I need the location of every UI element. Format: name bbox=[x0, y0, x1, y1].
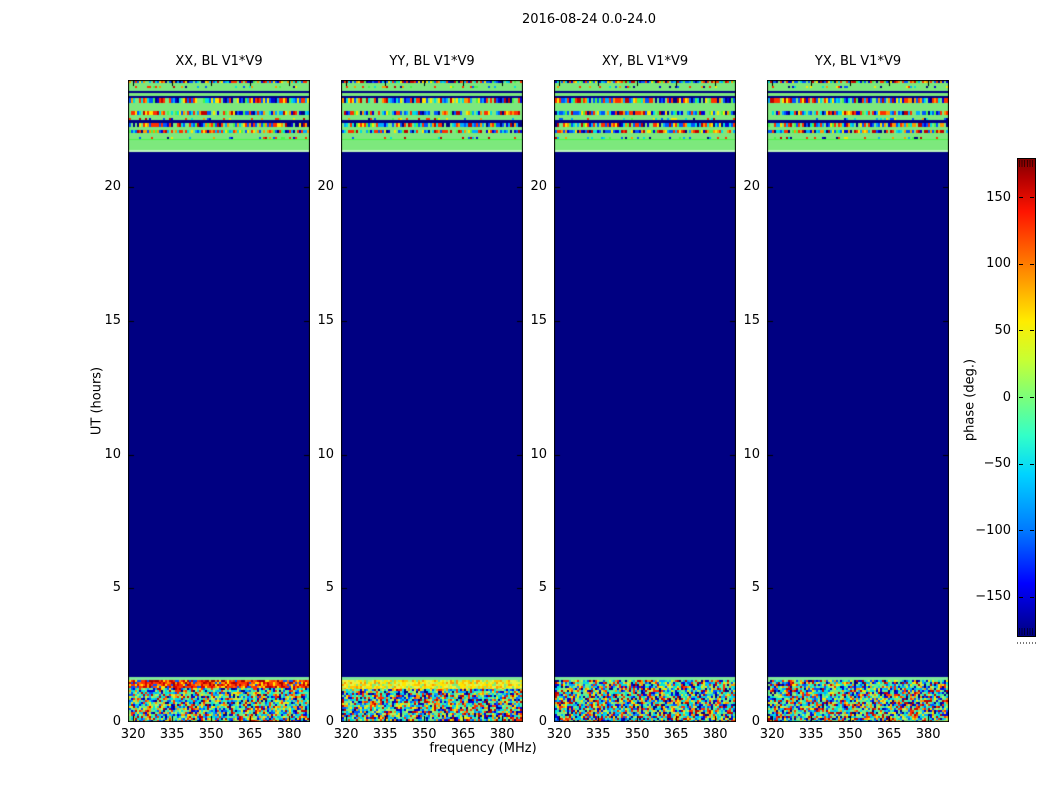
colorbar-tick-mark bbox=[1030, 464, 1034, 465]
colorbar bbox=[1017, 158, 1036, 637]
x-tick-label: 365 bbox=[663, 727, 689, 742]
y-tick-label: 15 bbox=[317, 312, 334, 328]
x-tick-label: 335 bbox=[372, 727, 398, 742]
colorbar-tick-mark bbox=[1019, 397, 1023, 398]
colorbar-tick-mark bbox=[1030, 197, 1034, 198]
colorbar-tick-label: 100 bbox=[986, 256, 1011, 272]
colorbar-tick-label: −150 bbox=[975, 589, 1011, 605]
colorbar-tick-label: 150 bbox=[986, 189, 1011, 205]
y-tick-label: 20 bbox=[743, 179, 760, 194]
x-tick-label: 320 bbox=[759, 727, 785, 742]
x-tick-label: 320 bbox=[546, 727, 572, 742]
heatmap-canvas-xx bbox=[128, 80, 310, 722]
y-tick-label: 10 bbox=[530, 446, 547, 462]
y-tick-label: 5 bbox=[538, 580, 547, 596]
y-tick-label: 0 bbox=[325, 714, 334, 729]
x-tick-label: 350 bbox=[411, 727, 437, 742]
figure-title: 2016-08-24 0.0-24.0 bbox=[522, 12, 656, 27]
x-tick-label: 350 bbox=[198, 727, 224, 742]
panel-title-yy: YY, BL V1*V9 bbox=[389, 54, 475, 69]
colorbar-comb-bottom bbox=[1019, 628, 1034, 635]
colorbar-tick-mark bbox=[1019, 464, 1023, 465]
x-tick-label: 335 bbox=[798, 727, 824, 742]
y-tick-label: 10 bbox=[317, 446, 334, 462]
x-tick-label: 350 bbox=[837, 727, 863, 742]
x-axis-label: frequency (MHz) bbox=[429, 741, 537, 756]
y-tick-label: 0 bbox=[538, 714, 547, 729]
colorbar-tick-mark bbox=[1019, 530, 1023, 531]
colorbar-comb-top bbox=[1019, 160, 1034, 167]
colorbar-tick-mark bbox=[1030, 530, 1034, 531]
y-tick-label: 0 bbox=[751, 714, 760, 729]
colorbar-tick-mark bbox=[1019, 264, 1023, 265]
y-tick-label: 0 bbox=[112, 714, 121, 729]
x-tick-label: 320 bbox=[333, 727, 359, 742]
x-tick-label: 335 bbox=[159, 727, 185, 742]
y-tick-label: 20 bbox=[530, 179, 547, 194]
colorbar-dotted-underline bbox=[1017, 642, 1037, 644]
x-tick-label: 335 bbox=[585, 727, 611, 742]
colorbar-tick-mark bbox=[1019, 597, 1023, 598]
colorbar-tick-mark bbox=[1019, 330, 1023, 331]
colorbar-tick-mark bbox=[1030, 330, 1034, 331]
y-tick-label: 10 bbox=[104, 446, 121, 462]
x-tick-label: 320 bbox=[120, 727, 146, 742]
x-tick-label: 365 bbox=[450, 727, 476, 742]
y-tick-label: 10 bbox=[743, 446, 760, 462]
x-tick-label: 380 bbox=[276, 727, 302, 742]
panel-title-xy: XY, BL V1*V9 bbox=[601, 54, 689, 69]
y-tick-label: 15 bbox=[530, 312, 547, 328]
y-tick-label: 5 bbox=[325, 580, 334, 596]
y-tick-label: 15 bbox=[104, 312, 121, 328]
heatmap-canvas-yy bbox=[341, 80, 523, 722]
y-tick-label: 5 bbox=[112, 580, 121, 596]
colorbar-tick-mark bbox=[1019, 197, 1023, 198]
heatmap-canvas-yx bbox=[767, 80, 949, 722]
x-tick-label: 380 bbox=[915, 727, 941, 742]
y-tick-label: 20 bbox=[317, 179, 334, 194]
x-tick-label: 365 bbox=[876, 727, 902, 742]
y-tick-label: 20 bbox=[104, 179, 121, 194]
colorbar-tick-label: −50 bbox=[983, 456, 1011, 472]
x-tick-label: 380 bbox=[702, 727, 728, 742]
y-tick-label: 15 bbox=[743, 312, 760, 328]
x-tick-label: 365 bbox=[237, 727, 263, 742]
colorbar-tick-label: 0 bbox=[1002, 389, 1011, 405]
colorbar-tick-mark bbox=[1030, 397, 1034, 398]
x-tick-label: 350 bbox=[624, 727, 650, 742]
y-tick-label: 5 bbox=[751, 580, 760, 596]
colorbar-tick-mark bbox=[1030, 264, 1034, 265]
heatmap-canvas-xy bbox=[554, 80, 736, 722]
y-axis-label: UT (hours) bbox=[89, 366, 105, 436]
colorbar-tick-label: 50 bbox=[994, 322, 1011, 338]
colorbar-tick-mark bbox=[1030, 597, 1034, 598]
panel-title-xx: XX, BL V1*V9 bbox=[175, 54, 263, 69]
x-tick-label: 380 bbox=[489, 727, 515, 742]
panel-title-yx: YX, BL V1*V9 bbox=[814, 54, 902, 69]
colorbar-tick-label: −100 bbox=[975, 522, 1011, 538]
